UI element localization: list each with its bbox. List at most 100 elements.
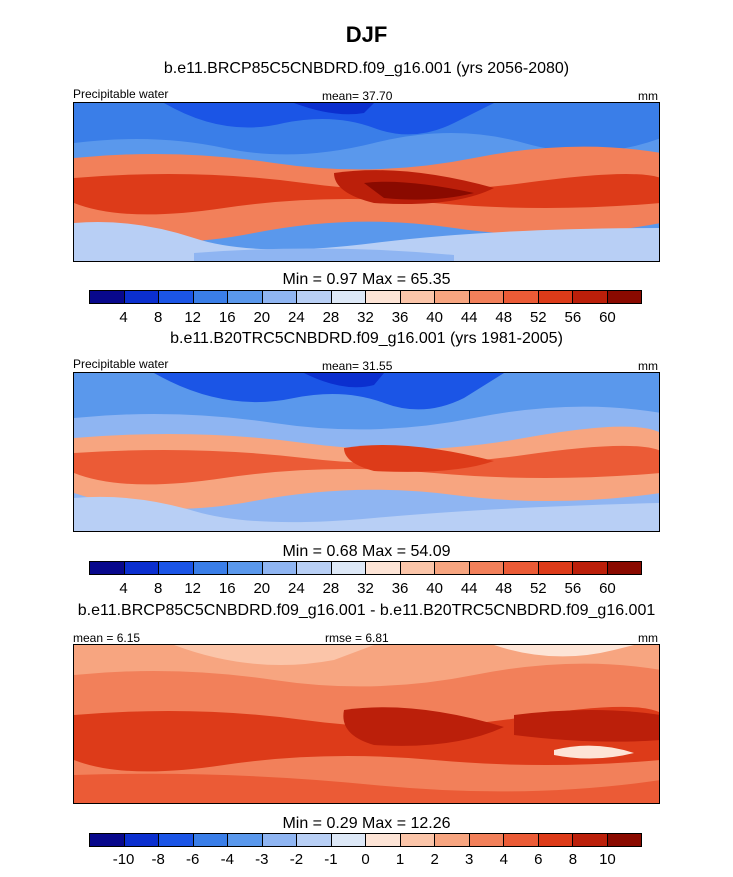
colorbar-swatch [607, 834, 641, 846]
colorbar-swatch [159, 562, 194, 574]
panel2-mean-label: mean= 31.55 [322, 359, 393, 373]
colorbar-tick-label: 36 [391, 309, 409, 326]
panel2-field [74, 373, 659, 531]
colorbar-tick-label: 52 [529, 580, 547, 597]
panel1-minmax: Min = 0.97 Max = 65.35 [282, 271, 451, 288]
colorbar-tick-label: 20 [253, 309, 271, 326]
colorbar-swatch [297, 291, 332, 303]
colorbar-swatch [262, 562, 297, 574]
colorbar-tick-label: 24 [288, 309, 305, 326]
panel3-subtitle: b.e11.BRCP85C5CNBDRD.f09_g16.001 - b.e11… [77, 602, 656, 619]
panel1-units-label: mm [638, 89, 658, 103]
colorbar-swatch [538, 291, 573, 303]
colorbar-swatch [573, 562, 608, 574]
colorbar-tick-label: 60 [599, 309, 616, 326]
panel1-mean-label: mean= 37.70 [322, 89, 393, 103]
colorbar-swatch [366, 562, 401, 574]
colorbar-swatch [331, 291, 366, 303]
colorbar-swatch [228, 562, 263, 574]
colorbar-swatch [228, 834, 263, 846]
colorbar-swatch [90, 562, 125, 574]
colorbar-tick-label: 28 [322, 580, 340, 597]
colorbar-tick-label: -2 [289, 851, 304, 868]
colorbar-tick-label: 0 [361, 851, 370, 868]
panel2-variable-label: Precipitable water [73, 357, 169, 371]
colorbar-swatch [262, 834, 297, 846]
colorbar-swatch [90, 291, 125, 303]
colorbar-tick-label: 8 [153, 309, 163, 326]
colorbar-swatch [297, 562, 332, 574]
figure-title: DJF [345, 22, 388, 47]
colorbar-tick-label: 16 [218, 580, 236, 597]
colorbar-swatch [124, 291, 159, 303]
panel1-colorbar-ticks: 4 8 12 16 20 24 28 32 36 40 44 48 52 56 60 [89, 309, 642, 327]
colorbar-tick-label: 56 [564, 580, 582, 597]
colorbar-tick-label: 8 [568, 851, 578, 868]
colorbar-tick-label: 60 [599, 580, 616, 597]
colorbar-swatch [504, 834, 539, 846]
colorbar-tick-label: 20 [253, 580, 271, 597]
panel2-map [73, 372, 660, 532]
panel3-rmse-label: rmse = 6.81 [325, 631, 389, 645]
colorbar-swatch [124, 562, 159, 574]
colorbar-swatch [504, 562, 539, 574]
colorbar-swatch [193, 291, 228, 303]
colorbar-swatch [159, 291, 194, 303]
colorbar-tick-label: 52 [529, 309, 547, 326]
panel1-field [74, 103, 659, 261]
colorbar-swatch [573, 291, 608, 303]
colorbar-swatch [297, 834, 332, 846]
colorbar-tick-label: -1 [324, 851, 338, 868]
panel2-subtitle: b.e11.B20TRC5CNBDRD.f09_g16.001 (yrs 198… [170, 330, 563, 347]
panel2-colorbar-ticks: 4 8 12 16 20 24 28 32 36 40 44 48 52 56 60 [89, 580, 642, 598]
colorbar-tick-label: 48 [495, 309, 513, 326]
colorbar-tick-label: 8 [153, 580, 163, 597]
colorbar-swatch [435, 291, 470, 303]
colorbar-swatch [400, 834, 435, 846]
colorbar-tick-label: 4 [119, 580, 128, 597]
colorbar-swatch [366, 291, 401, 303]
colorbar-swatch [607, 291, 641, 303]
colorbar-tick-label: 1 [395, 851, 405, 868]
colorbar-tick-label: 4 [119, 309, 128, 326]
colorbar-tick-label: 12 [184, 580, 202, 597]
colorbar-tick-label: 40 [426, 309, 443, 326]
colorbar-tick-label: 40 [426, 580, 443, 597]
colorbar-swatch [538, 562, 573, 574]
panel1-subtitle: b.e11.BRCP85C5CNBDRD.f09_g16.001 (yrs 20… [163, 60, 570, 77]
colorbar-swatch [90, 834, 125, 846]
colorbar-tick-label: 44 [460, 309, 478, 326]
panel2-units-label: mm [638, 359, 658, 373]
panel1-map [73, 102, 660, 262]
colorbar-tick-label: 4 [499, 851, 508, 868]
panel3-field [74, 645, 659, 803]
colorbar-swatch [262, 291, 297, 303]
colorbar-swatch [331, 562, 366, 574]
colorbar-swatch [504, 291, 539, 303]
colorbar-swatch [193, 834, 228, 846]
colorbar-tick-label: 16 [218, 309, 236, 326]
colorbar-tick-label: 24 [288, 580, 305, 597]
colorbar-tick-label: 56 [564, 309, 582, 326]
colorbar-swatch [159, 834, 194, 846]
colorbar-swatch [124, 834, 159, 846]
panel1-variable-label: Precipitable water [73, 87, 169, 101]
panel3-minmax: Min = 0.29 Max = 12.26 [282, 815, 451, 832]
panel3-units-label: mm [638, 631, 658, 645]
colorbar-swatch [435, 834, 470, 846]
colorbar-swatch [469, 562, 504, 574]
colorbar-tick-label: -10 [112, 851, 135, 868]
panel3-map [73, 644, 660, 804]
colorbar-tick-label: 10 [599, 851, 616, 868]
colorbar-tick-label: 2 [430, 851, 439, 868]
colorbar-tick-label: -6 [186, 851, 200, 868]
colorbar-tick-label: 48 [495, 580, 513, 597]
colorbar-tick-label: 12 [184, 309, 202, 326]
colorbar-swatch [538, 834, 573, 846]
panel1-colorbar [89, 290, 642, 304]
panel2-minmax: Min = 0.68 Max = 54.09 [282, 543, 451, 560]
colorbar-tick-label: 32 [357, 580, 374, 597]
panel3-colorbar [89, 833, 642, 847]
colorbar-tick-label: 3 [465, 851, 474, 868]
colorbar-swatch [366, 834, 401, 846]
